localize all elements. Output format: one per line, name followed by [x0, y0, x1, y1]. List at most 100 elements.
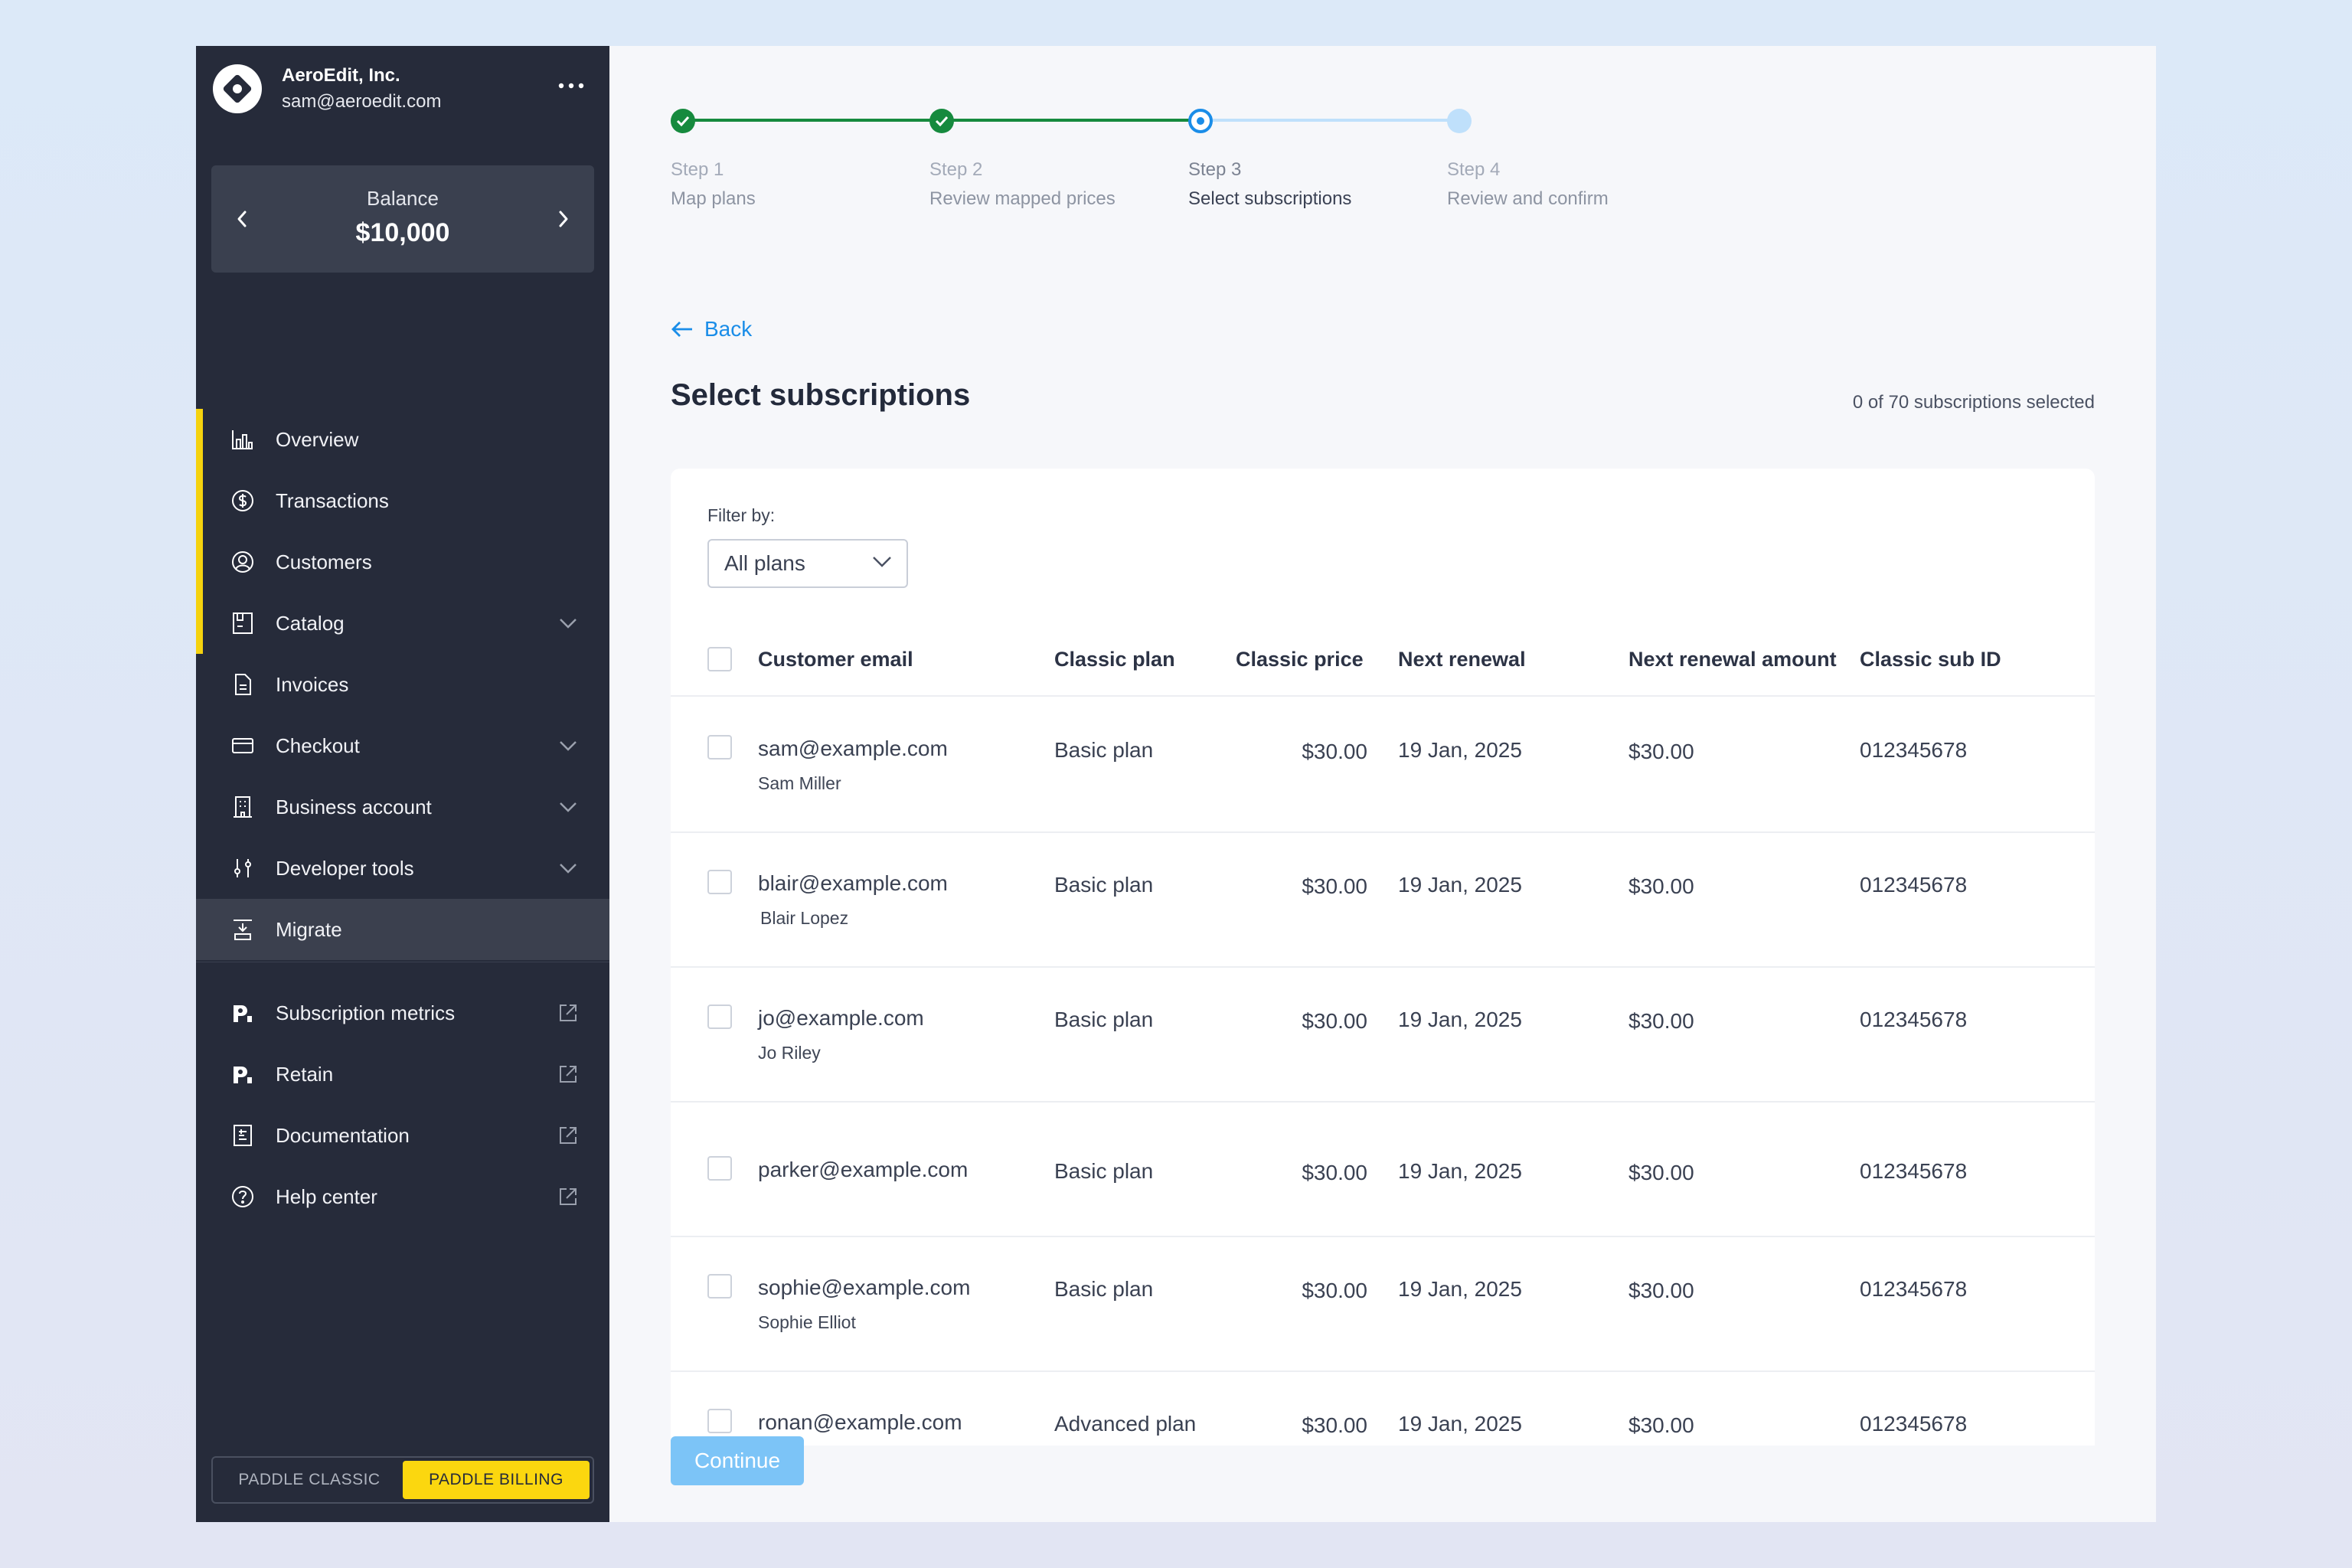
row-checkbox[interactable] [707, 735, 732, 760]
chevron-down-icon[interactable] [556, 611, 580, 635]
table-row[interactable]: blair@example.com Blair Lopez Basic plan… [671, 833, 2095, 968]
sidebar-item-label: Subscription metrics [276, 1001, 456, 1024]
sidebar-item-overview[interactable]: Overview [196, 409, 609, 470]
sidebar-item-documentation[interactable]: Documentation [196, 1105, 609, 1166]
column-header[interactable]: Classic sub ID [1860, 647, 2001, 671]
sidebar-item-subscription-metrics[interactable]: Subscription metrics [196, 982, 609, 1044]
step-3: Step 3 Select subscriptions [1188, 156, 1441, 214]
chevron-left-icon[interactable] [228, 205, 256, 233]
sidebar-item-invoices[interactable]: Invoices [196, 654, 609, 715]
step-2: Step 2 Review mapped prices [929, 156, 1182, 214]
sidebar-item-label: Migrate [276, 917, 342, 941]
check-icon [929, 109, 954, 133]
column-header[interactable]: Classic price [1236, 647, 1364, 671]
column-header[interactable]: Next renewal amount [1628, 647, 1837, 671]
pending-step-icon [1447, 109, 1472, 133]
table-row[interactable]: sam@example.com Sam Miller Basic plan $3… [671, 698, 2095, 833]
sidebar-item-retain[interactable]: Retain [196, 1044, 609, 1105]
next-renewal: 19 Jan, 2025 [1398, 1412, 1522, 1436]
sidebar-item-developer-tools[interactable]: Developer tools [196, 838, 609, 899]
classic-price: $30.00 [1302, 1161, 1367, 1184]
continue-button[interactable]: Continue [671, 1436, 804, 1485]
sidebar-item-transactions[interactable]: Transactions [196, 470, 609, 531]
more-options-icon[interactable] [556, 77, 586, 95]
external-link-icon[interactable] [556, 1184, 580, 1209]
column-header[interactable]: Next renewal [1398, 647, 1526, 671]
sidebar-item-label: Retain [276, 1062, 334, 1086]
check-icon [671, 109, 695, 133]
classic-sub-id: 012345678 [1860, 1412, 1968, 1436]
next-renewal-amount: $30.00 [1628, 874, 1694, 898]
credit-card-icon [228, 731, 257, 760]
classic-price: $30.00 [1302, 1279, 1367, 1302]
chevron-down-icon[interactable] [556, 795, 580, 819]
step-connector [683, 119, 942, 122]
row-checkbox[interactable] [707, 1274, 732, 1298]
step-name: Review mapped prices [929, 188, 1116, 209]
progress-stepper: Step 1 Map plans Step 2 Review mapped pr… [671, 107, 1666, 260]
plan-filter-select[interactable]: All plans [707, 539, 908, 588]
next-renewal: 19 Jan, 2025 [1398, 1159, 1522, 1183]
step-number: Step 3 [1188, 159, 1242, 180]
customer-name: Sam Miller [758, 773, 841, 793]
sidebar-item-label: Developer tools [276, 856, 414, 880]
app-window: AeroEdit, Inc. sam@aeroedit.com Balance … [196, 46, 2156, 1522]
row-checkbox[interactable] [707, 1004, 732, 1029]
classic-sub-id: 012345678 [1860, 873, 1968, 897]
sidebar-item-help-center[interactable]: Help center [196, 1166, 609, 1227]
classic-plan: Basic plan [1054, 1159, 1154, 1183]
sidebar-item-customers[interactable]: Customers [196, 531, 609, 593]
selection-count: 0 of 70 subscriptions selected [1852, 392, 2095, 413]
classic-plan: Advanced plan [1054, 1412, 1197, 1436]
sidebar-item-label: Help center [276, 1184, 377, 1208]
sidebar-item-label: Transactions [276, 488, 389, 512]
sliders-icon [228, 854, 257, 883]
customer-email: sam@example.com [758, 737, 948, 760]
select-all-checkbox[interactable] [707, 647, 732, 671]
next-renewal-amount: $30.00 [1628, 740, 1694, 763]
table-row[interactable]: ronan@example.com Advanced plan $30.00 1… [671, 1372, 2095, 1446]
external-link-icon[interactable] [556, 1001, 580, 1025]
account-switcher[interactable]: AeroEdit, Inc. sam@aeroedit.com [213, 60, 593, 118]
customer-email: parker@example.com [758, 1158, 969, 1181]
row-checkbox[interactable] [707, 870, 732, 894]
sidebar-item-migrate[interactable]: Migrate [196, 899, 609, 960]
customer-name: Jo Riley [758, 1043, 821, 1063]
customer-name: Sophie Elliot [758, 1312, 856, 1332]
sidebar-item-business-account[interactable]: Business account [196, 776, 609, 838]
sidebar-item-label: Checkout [276, 733, 360, 757]
table-row[interactable]: parker@example.com Basic plan $30.00 19 … [671, 1102, 2095, 1237]
external-link-icon[interactable] [556, 1062, 580, 1086]
column-header[interactable]: Classic plan [1054, 647, 1175, 671]
toggle-paddle-classic[interactable]: PADDLE CLASSIC [238, 1471, 381, 1488]
chevron-right-icon[interactable] [550, 205, 577, 233]
back-link[interactable]: Back [671, 317, 752, 341]
classic-price: $30.00 [1302, 1009, 1367, 1033]
step-name: Review and confirm [1447, 188, 1609, 209]
page-title: Select subscriptions [671, 378, 971, 412]
step-name: Select subscriptions [1188, 188, 1352, 209]
bar-chart-icon [228, 425, 257, 454]
back-label: Back [704, 317, 753, 341]
building-icon [228, 792, 257, 822]
next-renewal-amount: $30.00 [1628, 1413, 1694, 1437]
toggle-paddle-billing[interactable]: PADDLE BILLING [403, 1461, 590, 1499]
sidebar-item-checkout[interactable]: Checkout [196, 715, 609, 776]
sidebar-item-label: Business account [276, 795, 432, 818]
table-row[interactable]: sophie@example.com Sophie Elliot Basic p… [671, 1237, 2095, 1372]
company-logo-icon [213, 64, 262, 113]
sidebar: AeroEdit, Inc. sam@aeroedit.com Balance … [196, 46, 609, 1522]
column-header[interactable]: Customer email [758, 647, 913, 671]
chevron-down-icon[interactable] [556, 733, 580, 758]
sidebar-item-label: Customers [276, 550, 372, 573]
table-row[interactable]: jo@example.com Jo Riley Basic plan $30.0… [671, 968, 2095, 1102]
chevron-down-icon[interactable] [556, 856, 580, 880]
row-checkbox[interactable] [707, 1156, 732, 1181]
classic-price: $30.00 [1302, 1413, 1367, 1437]
external-link-icon[interactable] [556, 1123, 580, 1148]
step-name: Map plans [671, 188, 756, 209]
row-checkbox[interactable] [707, 1409, 732, 1433]
sidebar-item-catalog[interactable]: Catalog [196, 593, 609, 654]
step-number: Step 2 [929, 159, 983, 180]
subscriptions-card: Filter by: All plans Customer email Clas… [671, 469, 2095, 1446]
